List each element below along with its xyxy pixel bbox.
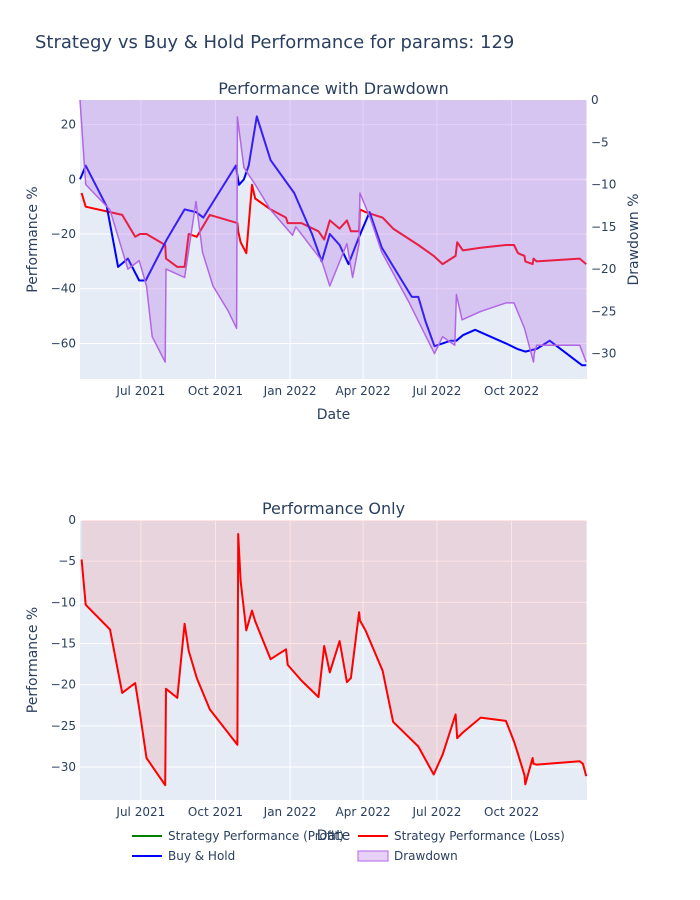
y2-tick-label: −30 <box>591 347 616 361</box>
y-tick-label: 20 <box>61 118 76 132</box>
top-y2-axis-label: Drawdown % <box>626 193 642 285</box>
y2-tick-label: 0 <box>591 93 599 107</box>
x-tick-label: Jan 2022 <box>263 384 317 398</box>
top-x-axis-label: Date <box>317 407 350 423</box>
bottom-x-axis-label: Date <box>317 828 350 844</box>
drawdown-line <box>79 99 587 363</box>
bottom-subplot: Jul 2021 Oct 2021 Jan 2022 Apr 2022 Jul 2022… <box>25 499 588 844</box>
top-x-ticks: Jul 2021 Oct 2021 Jan 2022 Apr 2022 Jul 2022… <box>115 384 539 398</box>
y-tick-label: −15 <box>51 637 76 651</box>
y-tick-label: −20 <box>51 227 76 241</box>
legend-label: Strategy Performance (Loss) <box>394 829 565 843</box>
y2-tick-label: −10 <box>591 178 616 192</box>
bottom-y-axis-label: Performance % <box>25 607 41 713</box>
top-subplot-title: Performance with Drawdown <box>218 79 448 98</box>
x-tick-label: Jul 2022 <box>412 384 462 398</box>
legend-item-buy-hold[interactable]: Buy & Hold <box>132 849 235 863</box>
y-tick-label: 0 <box>68 513 76 527</box>
y-tick-label: −10 <box>51 595 76 609</box>
top-grid <box>80 100 587 379</box>
y-tick-label: 0 <box>68 172 76 186</box>
y-tick-label: −40 <box>51 282 76 296</box>
bottom-series <box>80 520 588 787</box>
top-series <box>79 99 587 367</box>
bottom-grid <box>80 519 587 800</box>
strategy-performance-loss-line <box>80 533 588 787</box>
x-tick-label: Apr 2022 <box>336 384 391 398</box>
y-tick-label: −30 <box>51 760 76 774</box>
legend-label: Buy & Hold <box>168 849 235 863</box>
strategy-performance-loss-area <box>81 520 587 786</box>
y2-tick-label: −25 <box>591 304 616 318</box>
top-y2-ticks: 0 −5 −10 −15 −20 −25 −30 <box>591 93 616 361</box>
legend-swatch <box>357 850 389 862</box>
y2-tick-label: −5 <box>591 135 609 149</box>
x-tick-label: Jan 2022 <box>263 805 317 819</box>
legend-item-strategy-performance-profit[interactable]: Strategy Performance (Profit) <box>132 829 344 843</box>
legend-item-drawdown[interactable]: Drawdown <box>357 849 458 863</box>
x-tick-label: Jul 2022 <box>412 805 462 819</box>
y-tick-label: −60 <box>51 336 76 350</box>
x-tick-label: Jul 2021 <box>115 805 165 819</box>
y-tick-label: −25 <box>51 719 76 733</box>
x-tick-label: Oct 2022 <box>484 805 539 819</box>
buy-hold-line <box>79 115 587 367</box>
y-tick-label: −5 <box>58 554 76 568</box>
chart-title: Strategy vs Buy & Hold Performance for p… <box>35 32 515 53</box>
legend-label: Drawdown <box>394 849 458 863</box>
drawdown-area <box>80 100 587 363</box>
top-y-axis-label: Performance % <box>25 186 41 292</box>
top-subplot: Jul 2021 Oct 2021 Jan 2022 Apr 2022 Jul 2022… <box>25 79 642 423</box>
x-tick-label: Oct 2021 <box>188 805 243 819</box>
y2-tick-label: −20 <box>591 262 616 276</box>
top-y-ticks: 20 0 −20 −40 −60 <box>51 118 76 351</box>
y-tick-label: −20 <box>51 678 76 692</box>
legend-label: Strategy Performance (Profit) <box>168 829 344 843</box>
bottom-y-ticks: 0 −5 −10 −15 −20 −25 −30 <box>51 513 76 774</box>
y2-tick-label: −15 <box>591 220 616 234</box>
x-tick-label: Oct 2022 <box>484 384 539 398</box>
bottom-subplot-title: Performance Only <box>262 499 405 518</box>
x-tick-label: Oct 2021 <box>188 384 243 398</box>
strategy-performance-loss-line <box>80 183 587 268</box>
x-tick-label: Jul 2021 <box>115 384 165 398</box>
x-tick-label: Apr 2022 <box>336 805 391 819</box>
legend[interactable]: Strategy Performance (Profit) Strategy Pe… <box>132 829 565 863</box>
legend-item-strategy-performance-loss[interactable]: Strategy Performance (Loss) <box>358 829 565 843</box>
bottom-x-ticks: Jul 2021 Oct 2021 Jan 2022 Apr 2022 Jul 2022… <box>115 805 539 819</box>
